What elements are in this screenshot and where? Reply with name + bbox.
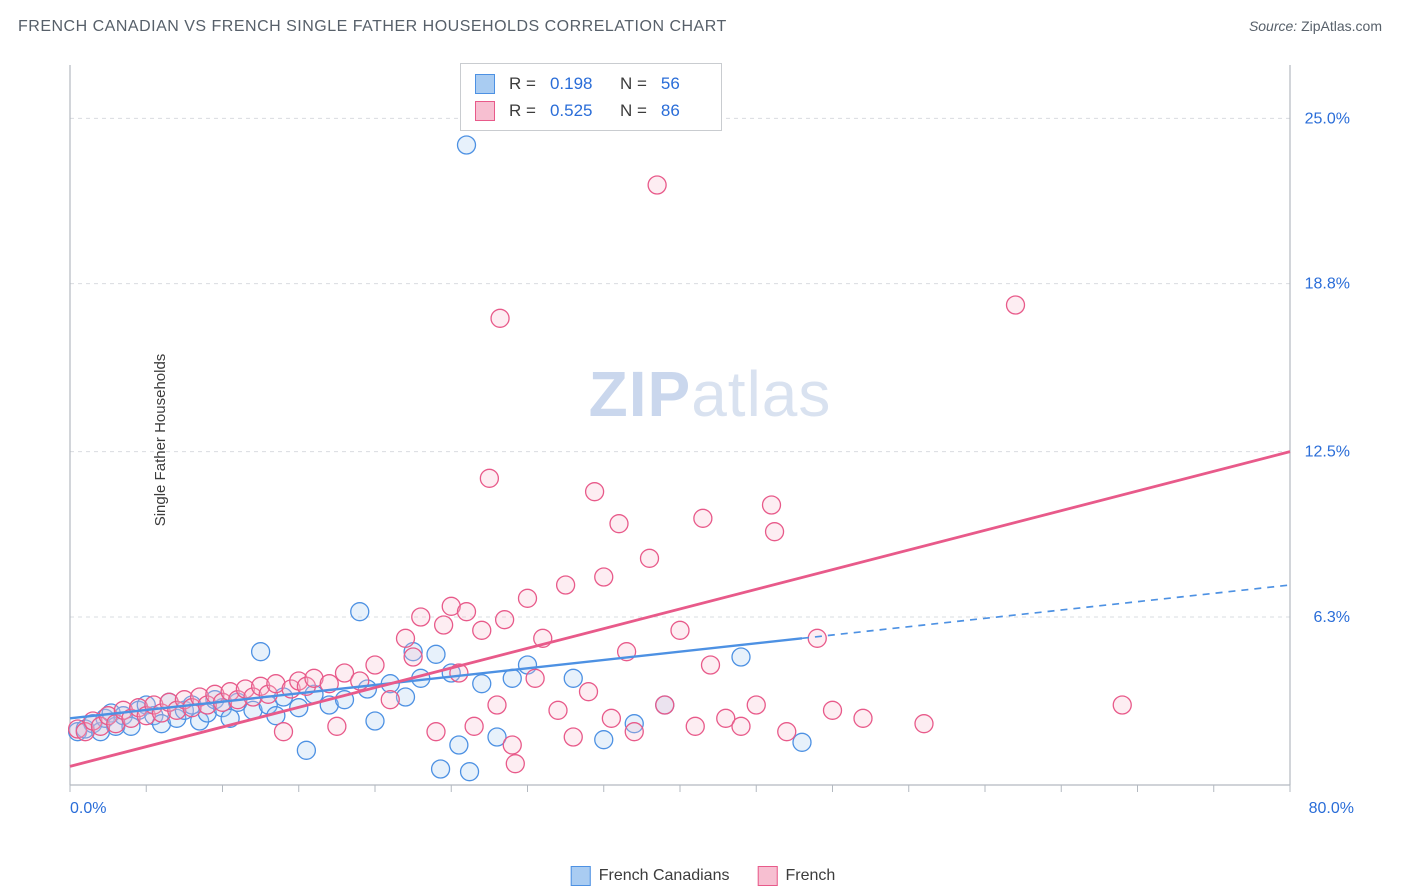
legend-item: French Canadians	[571, 866, 730, 886]
stats-row: R = 0.525 N = 86	[475, 97, 707, 124]
n-label: N =	[620, 97, 647, 124]
r-label: R =	[509, 97, 536, 124]
svg-text:18.8%: 18.8%	[1305, 276, 1350, 293]
source-label: Source:	[1249, 18, 1297, 34]
r-value: 0.525	[550, 97, 596, 124]
stats-legend-box: R = 0.198 N = 56 R = 0.525 N = 86	[460, 63, 722, 131]
legend-swatch	[571, 866, 591, 886]
r-value: 0.198	[550, 70, 596, 97]
svg-text:25.0%: 25.0%	[1305, 110, 1350, 127]
svg-text:80.0%: 80.0%	[1309, 800, 1354, 817]
scatter-plot: Single Father Households ZIPatlas 6.3%12…	[60, 55, 1360, 825]
n-label: N =	[620, 70, 647, 97]
source-credit: Source: ZipAtlas.com	[1249, 18, 1382, 34]
plot-svg: 6.3% 12.5% 18.8% 25.0% 0.0% 80.0%	[60, 55, 1360, 825]
legend-item: French	[757, 866, 835, 886]
svg-text:12.5%: 12.5%	[1305, 444, 1350, 461]
bottom-legend: French Canadians French	[571, 866, 836, 886]
legend-swatch	[757, 866, 777, 886]
svg-text:0.0%: 0.0%	[70, 800, 106, 817]
legend-label: French Canadians	[599, 867, 730, 885]
n-value: 86	[661, 97, 707, 124]
legend-label: French	[785, 867, 835, 885]
y-axis-label: Single Father Households	[152, 354, 169, 527]
chart-title: FRENCH CANADIAN VS FRENCH SINGLE FATHER …	[18, 18, 727, 36]
r-label: R =	[509, 70, 536, 97]
legend-swatch	[475, 101, 495, 121]
source-value: ZipAtlas.com	[1301, 18, 1382, 34]
n-value: 56	[661, 70, 707, 97]
legend-swatch	[475, 74, 495, 94]
svg-text:6.3%: 6.3%	[1314, 609, 1350, 626]
stats-row: R = 0.198 N = 56	[475, 70, 707, 97]
